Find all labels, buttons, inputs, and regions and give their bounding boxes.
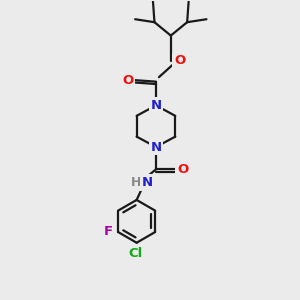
Text: N: N — [150, 99, 161, 112]
Text: O: O — [177, 163, 188, 176]
Text: F: F — [104, 225, 113, 238]
Text: H: H — [130, 176, 141, 189]
Text: N: N — [150, 99, 161, 112]
Text: Cl: Cl — [128, 247, 142, 260]
Text: O: O — [174, 54, 185, 67]
Text: N: N — [150, 140, 161, 154]
Text: N: N — [142, 176, 153, 189]
Text: O: O — [122, 74, 133, 87]
